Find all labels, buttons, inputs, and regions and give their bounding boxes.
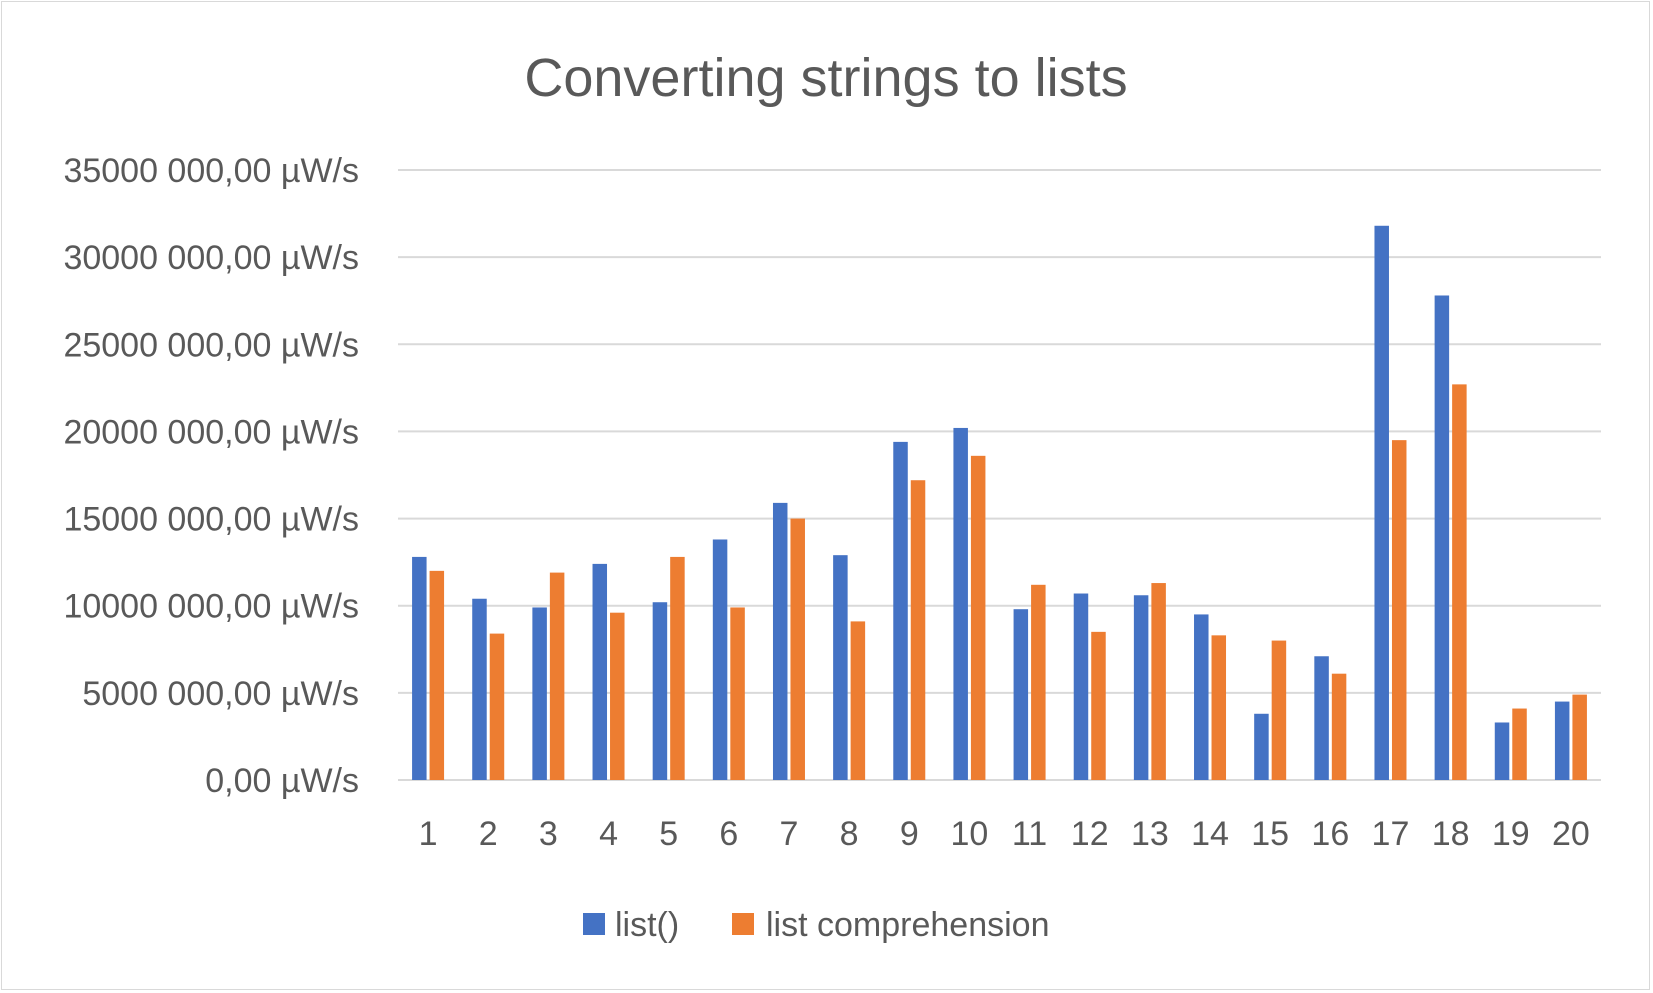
- x-tick-label: 17: [1372, 815, 1410, 853]
- x-tick-label: 4: [599, 815, 618, 853]
- bar-list-comprehension-14: [1211, 635, 1227, 780]
- bar-list-comprehension-1: [429, 570, 445, 780]
- x-tick-label: 3: [539, 815, 558, 853]
- bar-list-comprehension-16: [1331, 673, 1347, 780]
- bar-list-comprehension-20: [1572, 694, 1587, 780]
- bar-list-14: [1194, 614, 1209, 780]
- y-tick-label: 20000 000,00 µW/s: [63, 413, 359, 451]
- bar-list-18: [1434, 295, 1450, 780]
- bar-list-11: [1013, 609, 1029, 780]
- y-tick-label: 15000 000,00 µW/s: [63, 501, 359, 539]
- legend-swatch: [583, 913, 605, 935]
- x-tick-label: 20: [1552, 815, 1590, 853]
- bar-list-1: [412, 556, 427, 780]
- x-tick-label: 1: [419, 815, 438, 853]
- x-tick-label: 8: [840, 815, 859, 853]
- bar-list-7: [772, 502, 788, 780]
- bar-list-8: [833, 555, 848, 780]
- x-tick-label: 12: [1071, 815, 1109, 853]
- bar-list-comprehension-4: [610, 612, 625, 780]
- bar-list-comprehension-8: [850, 621, 866, 780]
- y-tick-label: 5000 000,00 µW/s: [82, 675, 359, 713]
- bar-list-4: [592, 563, 608, 780]
- bar-list-2: [472, 598, 487, 780]
- y-axis-ticks: 0,00 µW/s 5000 000,00 µW/s 10000 000,00 µW…: [63, 152, 359, 800]
- x-tick-label: 19: [1492, 815, 1530, 853]
- bar-list-5: [652, 602, 668, 780]
- y-tick-label: 30000 000,00 µW/s: [63, 239, 359, 277]
- bar-list-10: [953, 427, 968, 780]
- bar-list-20: [1554, 701, 1570, 780]
- x-tick-label: 6: [719, 815, 738, 853]
- legend-swatch: [732, 913, 754, 935]
- gridlines: [398, 169, 1601, 781]
- bar-list-13: [1133, 595, 1149, 780]
- x-tick-label: 13: [1131, 815, 1169, 853]
- x-tick-label: 18: [1432, 815, 1470, 853]
- bar-list-comprehension-15: [1271, 640, 1287, 780]
- x-axis-ticks: 1 2 3 4 5 6 7 8 9 10 11 12 13 14 15 16 17 18 19 20: [419, 815, 1590, 853]
- bar-list-comprehension-10: [970, 455, 986, 780]
- bar-list-6: [712, 539, 728, 780]
- y-tick-label: 10000 000,00 µW/s: [63, 588, 359, 626]
- x-tick-label: 7: [780, 815, 799, 853]
- bar-list-9: [893, 441, 908, 780]
- bar-list-comprehension-6: [730, 607, 745, 780]
- bar-list-19: [1494, 722, 1510, 780]
- bar-list-15: [1254, 713, 1269, 780]
- y-tick-label: 25000 000,00 µW/s: [63, 326, 359, 364]
- chart-title: Converting strings to lists: [524, 48, 1127, 108]
- x-tick-label: 10: [951, 815, 989, 853]
- bar-list-comprehension-19: [1512, 708, 1527, 780]
- bar-list-comprehension-2: [489, 633, 505, 780]
- bar-list-comprehension-17: [1391, 440, 1407, 780]
- bar-list-16: [1314, 656, 1329, 780]
- x-tick-label: 5: [659, 815, 678, 853]
- bar-list-comprehension-7: [790, 518, 805, 780]
- bar-list-comprehension-11: [1031, 584, 1046, 780]
- x-tick-label: 2: [479, 815, 498, 853]
- bar-list-comprehension-9: [910, 480, 926, 780]
- y-tick-label: 0,00 µW/s: [205, 762, 359, 800]
- bar-list-comprehension-13: [1151, 583, 1166, 780]
- legend: list() list comprehension: [583, 906, 1049, 944]
- bar-list-comprehension-3: [549, 572, 565, 780]
- x-tick-label: 14: [1191, 815, 1229, 853]
- x-tick-label: 11: [1012, 815, 1047, 853]
- bar-list-comprehension-5: [670, 556, 685, 780]
- x-tick-label: 15: [1251, 815, 1289, 853]
- x-tick-label: 9: [900, 815, 919, 853]
- bars: [412, 225, 1587, 780]
- legend-label: list(): [615, 906, 679, 944]
- bar-list-17: [1374, 225, 1389, 780]
- y-tick-label: 35000 000,00 µW/s: [63, 152, 359, 190]
- bar-list-comprehension-12: [1091, 631, 1106, 780]
- bar-list-3: [532, 607, 547, 780]
- x-tick-label: 16: [1311, 815, 1349, 853]
- bar-list-12: [1073, 593, 1089, 780]
- bar-list-comprehension-18: [1452, 384, 1467, 780]
- legend-label: list comprehension: [766, 906, 1049, 944]
